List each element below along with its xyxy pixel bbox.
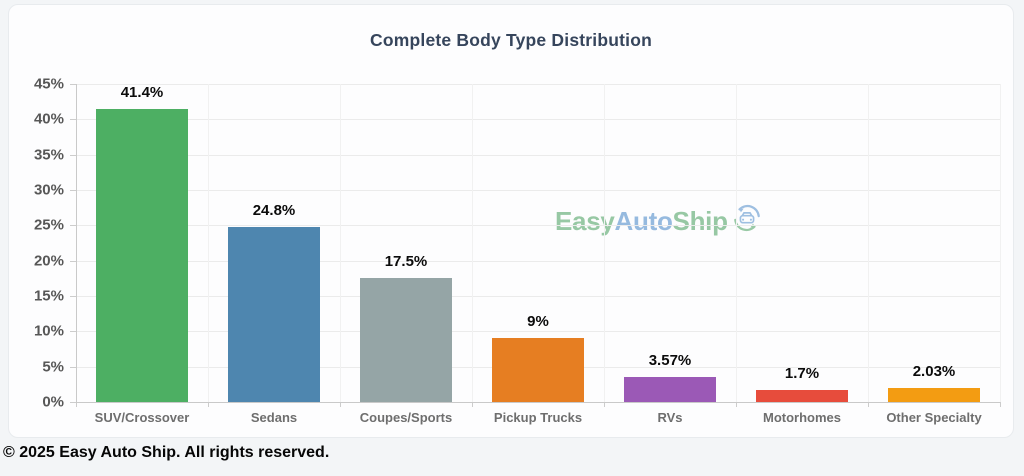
x-axis-tick — [868, 402, 869, 407]
x-axis-label: RVs — [657, 410, 683, 425]
y-axis-label: 5% — [42, 358, 64, 376]
y-axis-tick — [70, 331, 76, 333]
y-axis-label: 35% — [33, 146, 64, 164]
watermark-text-easy: Easy — [555, 206, 615, 236]
bar-value-label: 41.4% — [120, 84, 164, 102]
gridline-horizontal — [76, 296, 1000, 297]
gridline-vertical — [736, 84, 737, 402]
bar-value-label: 9% — [527, 313, 549, 331]
y-axis-line — [76, 84, 77, 402]
bar-value-label: 17.5% — [384, 253, 428, 271]
gridline-horizontal — [76, 84, 1000, 85]
gridline-horizontal — [76, 331, 1000, 333]
bar-pickup-trucks[interactable] — [492, 338, 584, 402]
y-axis-label: 40% — [33, 110, 64, 128]
y-axis-label: 10% — [33, 322, 64, 340]
y-axis-tick — [70, 366, 76, 368]
gridline-horizontal — [76, 260, 1000, 262]
x-axis-label: Pickup Trucks — [493, 410, 583, 425]
bar-value-label: 1.7% — [784, 364, 820, 382]
y-axis-label: 30% — [33, 181, 64, 199]
bar-value-label: 2.03% — [912, 362, 956, 380]
gridline-vertical — [604, 84, 605, 402]
x-axis-tick — [208, 402, 209, 407]
gridline-horizontal — [76, 154, 1000, 156]
bar-rvs[interactable] — [624, 376, 716, 402]
bar-suv-crossover[interactable] — [96, 109, 188, 402]
gridline-horizontal — [76, 190, 1000, 191]
watermark-text-ship: Ship — [672, 206, 728, 236]
gridline-vertical — [208, 84, 209, 402]
y-axis-tick — [70, 296, 76, 297]
x-axis-label: SUV/Crossover — [94, 410, 190, 425]
bar-value-label: 3.57% — [648, 351, 692, 369]
x-axis-label: Sedans — [250, 410, 298, 425]
x-axis-tick — [604, 402, 605, 407]
y-axis-tick — [70, 190, 76, 191]
gridline-vertical — [340, 84, 341, 402]
bar-value-label: 24.8% — [252, 201, 296, 219]
gridline-vertical — [472, 84, 473, 402]
watermark-text-auto: Auto — [614, 206, 673, 236]
y-axis-label: 0% — [42, 393, 64, 411]
gridline-horizontal — [76, 119, 1000, 121]
y-axis-tick — [70, 84, 76, 85]
chart-title: Complete Body Type Distribution — [370, 30, 652, 50]
y-axis-tick — [70, 225, 76, 227]
x-axis-label: Other Specialty — [886, 410, 982, 425]
y-axis-label: 45% — [33, 75, 64, 93]
bar-motorhomes[interactable] — [756, 389, 848, 402]
x-axis-label: Motorhomes — [763, 410, 841, 425]
y-axis-label: 25% — [33, 216, 64, 234]
bar-coupes-sports[interactable] — [360, 278, 452, 402]
y-axis-tick — [70, 119, 76, 121]
x-axis-tick — [76, 402, 77, 407]
watermark: Easy Auto Ship — [555, 203, 762, 240]
x-axis-tick — [1000, 402, 1001, 407]
y-axis-label: 15% — [33, 287, 64, 305]
bar-sedans[interactable] — [228, 226, 320, 402]
y-axis-tick — [70, 402, 76, 403]
y-axis-tick — [70, 154, 76, 156]
x-axis-tick — [340, 402, 341, 407]
y-axis-label: 20% — [33, 252, 64, 270]
x-axis-label: Coupes/Sports — [359, 410, 453, 425]
copyright-footer: © 2025 Easy Auto Ship. All rights reserv… — [3, 444, 330, 461]
gridline-vertical — [1000, 84, 1001, 402]
y-axis-tick — [70, 260, 76, 262]
chart-card: Complete Body Type Distribution Easy Auto… — [8, 4, 1014, 438]
x-axis-tick — [736, 402, 737, 407]
gridline-vertical — [868, 84, 869, 402]
bar-other-specialty[interactable] — [888, 387, 980, 402]
gridline-horizontal — [76, 225, 1000, 227]
x-axis-line — [76, 402, 1000, 403]
x-axis-tick — [472, 402, 473, 407]
